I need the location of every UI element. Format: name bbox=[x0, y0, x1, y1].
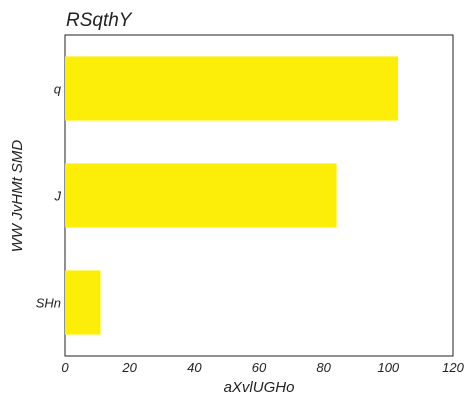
x-tick-label-0: 0 bbox=[61, 360, 69, 375]
bar-q bbox=[65, 56, 399, 121]
x-tick-label-40: 40 bbox=[187, 360, 202, 375]
y-axis-label: WW JvHMt SMD bbox=[9, 140, 26, 253]
y-tick-labels: q J SHn bbox=[36, 82, 62, 311]
bars-group bbox=[65, 56, 399, 335]
x-tick-label-60: 60 bbox=[252, 360, 267, 375]
x-axis-label: aXvlUGHo bbox=[224, 379, 295, 396]
x-tick-labels: 0 20 40 60 80 100 120 bbox=[61, 360, 464, 375]
bar-J bbox=[65, 163, 337, 228]
x-tick-label-20: 20 bbox=[121, 360, 137, 375]
x-tick-label-80: 80 bbox=[316, 360, 331, 375]
bar-SHn bbox=[65, 270, 101, 335]
chart-title: RSqthY bbox=[66, 10, 133, 31]
y-tick-label-SHn: SHn bbox=[36, 296, 61, 311]
x-tick-label-120: 120 bbox=[442, 360, 464, 375]
y-tick-label-q: q bbox=[54, 82, 62, 97]
x-tick-label-100: 100 bbox=[377, 360, 399, 375]
y-tick-label-J: J bbox=[54, 189, 62, 204]
